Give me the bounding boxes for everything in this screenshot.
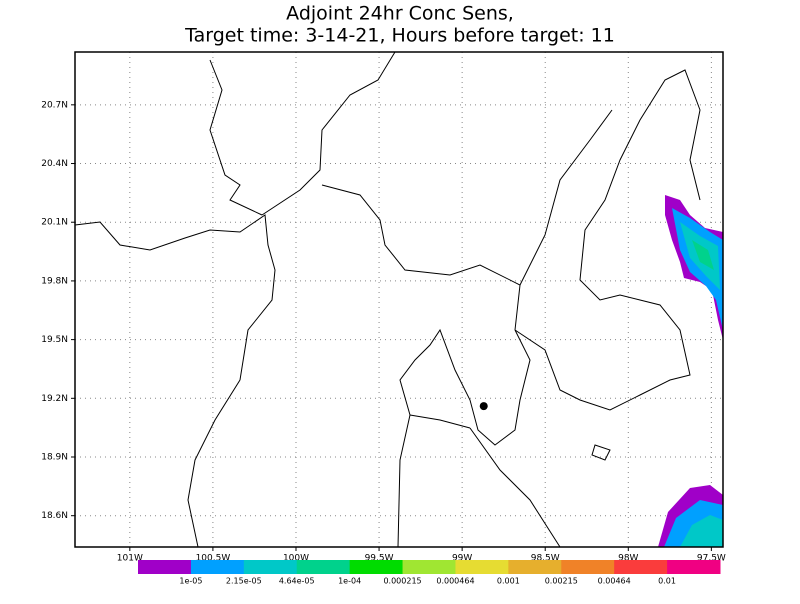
target-marker bbox=[479, 402, 488, 411]
borders bbox=[74, 51, 701, 548]
colorbar-swatch bbox=[455, 560, 509, 574]
lon-tick-label: 98W bbox=[618, 554, 638, 564]
lat-tick-label: 19.2N bbox=[41, 394, 68, 404]
lat-tick-label: 18.6N bbox=[41, 511, 68, 521]
title-line: Adjoint 24hr Conc Sens, bbox=[286, 3, 514, 25]
lat-tick-label: 18.9N bbox=[41, 453, 68, 463]
colorbar-swatch bbox=[508, 560, 562, 574]
lat-tick-label: 20.4N bbox=[41, 159, 68, 169]
colorbar-swatch bbox=[614, 560, 668, 574]
colorbar-label: 1e-05 bbox=[179, 577, 202, 586]
colorbar-swatch bbox=[296, 560, 351, 574]
grid bbox=[75, 52, 723, 547]
lat-tick-label: 20.7N bbox=[41, 100, 68, 110]
colorbar-label: 0.00464 bbox=[598, 577, 631, 586]
lon-tick-label: 101W bbox=[117, 554, 143, 564]
colorbar-swatch bbox=[349, 560, 404, 574]
axes: 20.7N 20.4N 20.1N 19.8N 19.5N 19.2N 18.9N 18.6N… bbox=[41, 100, 726, 563]
lon-tick-label: 99.5W bbox=[365, 554, 394, 564]
title-line: Target time: 3-14-21, Hours before targe… bbox=[184, 25, 615, 47]
colorbar-label: 2.15e-05 bbox=[226, 577, 262, 586]
lon-tick-label: 97.5W bbox=[697, 554, 726, 564]
colorbar-label: 0.000464 bbox=[436, 577, 474, 586]
lat-tick-label: 19.8N bbox=[41, 276, 68, 286]
colorbar-swatch bbox=[561, 560, 615, 574]
lon-tick-label: 99W bbox=[452, 554, 472, 564]
colorbar: 1e-05 2.15e-05 4.64e-05 1e-04 0.000215 0.0004… bbox=[138, 560, 721, 586]
colorbar-label: 1e-04 bbox=[338, 577, 361, 586]
lon-tick-label: 100W bbox=[283, 554, 309, 564]
colorbar-swatch bbox=[402, 560, 456, 574]
map-frame bbox=[74, 51, 724, 548]
colorbar-label: 0.01 bbox=[658, 577, 676, 586]
colorbar-label: 0.00215 bbox=[545, 577, 578, 586]
lon-tick-label: 100.5W bbox=[196, 554, 231, 564]
colorbar-label: 4.64e-05 bbox=[279, 577, 315, 586]
lat-tick-label: 20.1N bbox=[41, 218, 68, 228]
colorbar-label: 0.000215 bbox=[383, 577, 421, 586]
lon-tick-label: 98.5W bbox=[531, 554, 560, 564]
colorbar-swatch bbox=[138, 560, 192, 574]
sensitivity-field bbox=[658, 195, 723, 547]
colorbar-swatch bbox=[190, 560, 245, 574]
colorbar-swatch bbox=[667, 560, 721, 574]
lat-tick-label: 19.5N bbox=[41, 335, 68, 345]
colorbar-swatch bbox=[243, 560, 298, 574]
colorbar-label: 0.001 bbox=[497, 577, 520, 586]
